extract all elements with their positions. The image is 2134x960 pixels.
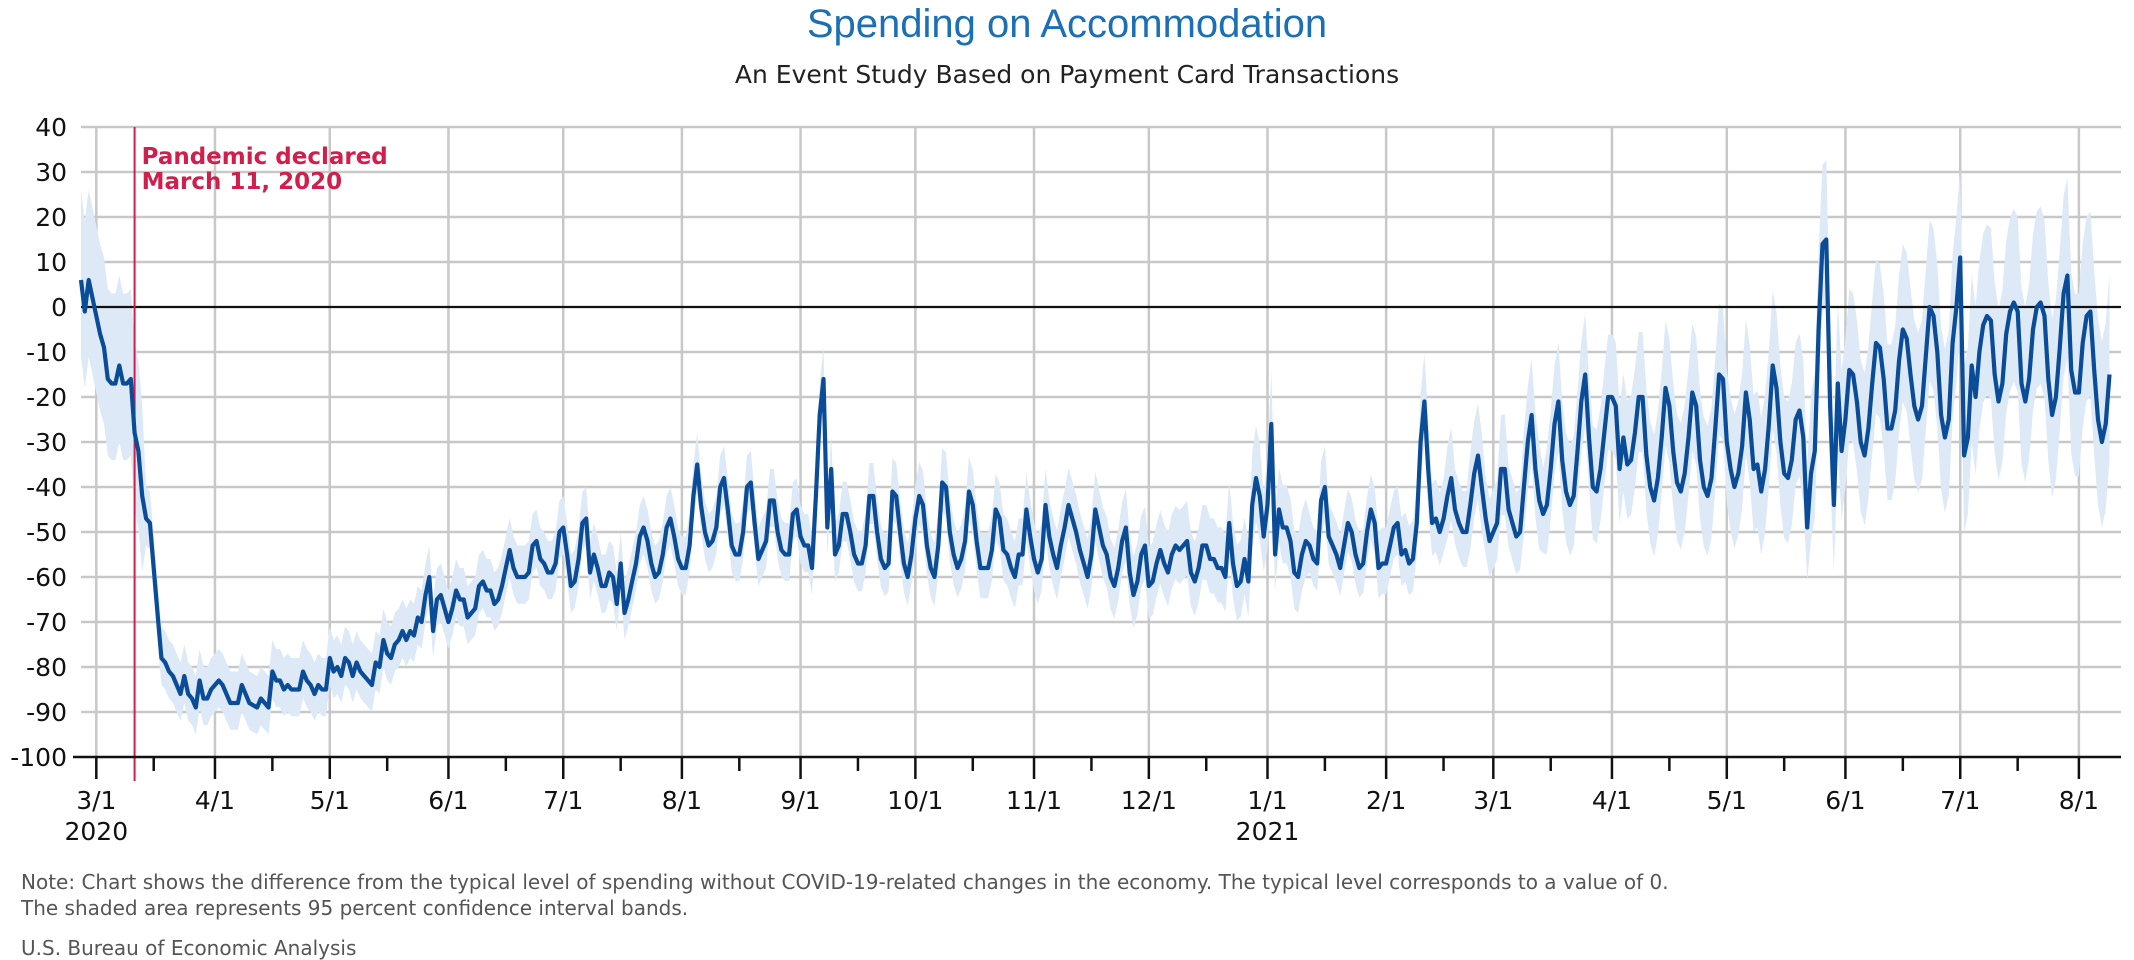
x-tick-label: 8/1 [662, 786, 702, 815]
x-tick-year-label: 2020 [64, 817, 128, 846]
axes: 40 30 20 10 0 -10 -20 -30 -40 -50 -60 -70 -80 -90 -100… [10, 113, 2121, 846]
x-tick-label: 3/1 [76, 786, 116, 815]
y-tick-label: -100 [10, 743, 67, 772]
x-tick-label: 5/1 [310, 786, 350, 815]
x-tick-label: 9/1 [780, 786, 820, 815]
series-line-path [78, 237, 2112, 710]
confidence-band [81, 160, 2110, 735]
x-tick-label: 4/1 [1592, 786, 1632, 815]
y-tick-label: 20 [35, 203, 67, 232]
chart-note-line-2: The shaded area represents 95 percent co… [21, 896, 689, 920]
x-tick-year-label: 2021 [1236, 817, 1300, 846]
x-tick-label: 1/1 [1247, 786, 1287, 815]
chart-note-line-1: Note: Chart shows the difference from th… [21, 870, 1669, 894]
y-tick-label: -30 [26, 428, 67, 457]
x-tick-label: 5/1 [1707, 786, 1747, 815]
x-tick-label: 2/1 [1366, 786, 1406, 815]
x-tick-label: 8/1 [2059, 786, 2099, 815]
chart-subtitle: An Event Study Based on Payment Card Tra… [734, 60, 1400, 89]
y-tick-label: 30 [35, 158, 67, 187]
y-tick-label: -10 [26, 338, 67, 367]
x-tick-label: 11/1 [1006, 786, 1062, 815]
y-tick-label: -50 [26, 518, 67, 547]
x-tick-label: 10/1 [887, 786, 943, 815]
x-tick-label: 6/1 [428, 786, 468, 815]
y-tick-label: -70 [26, 608, 67, 637]
x-tick-label: 6/1 [1825, 786, 1865, 815]
y-tick-label: 10 [35, 248, 67, 277]
x-tick-label: 4/1 [195, 786, 235, 815]
y-tick-label: 40 [35, 113, 67, 142]
x-tick-label: 7/1 [543, 786, 583, 815]
y-tick-label: -60 [26, 563, 67, 592]
x-tick-label: 12/1 [1121, 786, 1177, 815]
chart-source: U.S. Bureau of Economic Analysis [21, 936, 357, 960]
y-tick-label: -80 [26, 653, 67, 682]
series-line [78, 237, 2112, 710]
y-tick-label: -90 [26, 698, 67, 727]
y-tick-label: -40 [26, 473, 67, 502]
event-label-line-2: March 11, 2020 [142, 169, 343, 195]
confidence-band-area [81, 160, 2110, 735]
y-tick-label: 0 [51, 293, 67, 322]
event-label-line-1: Pandemic declared [142, 144, 388, 170]
chart-title: Spending on Accommodation [806, 2, 1328, 46]
x-tick-label: 7/1 [1940, 786, 1980, 815]
x-tick-label: 3/1 [1473, 786, 1513, 815]
y-tick-label: -20 [26, 383, 67, 412]
